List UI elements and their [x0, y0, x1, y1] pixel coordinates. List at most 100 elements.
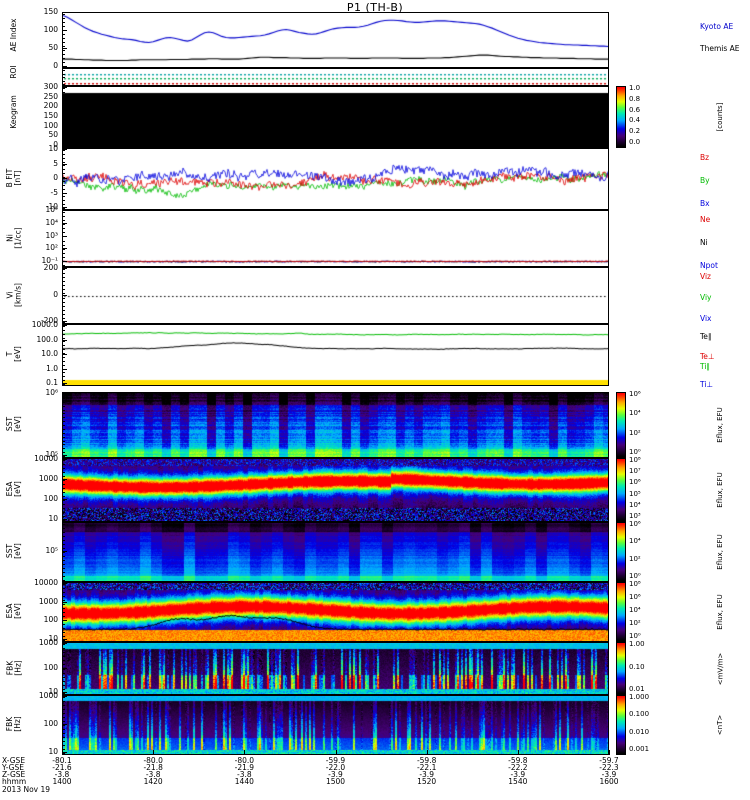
minor-tickmark	[62, 721, 65, 722]
minor-tickmark	[62, 753, 65, 754]
panel-keogram	[62, 86, 609, 148]
minor-tickmark	[62, 428, 65, 430]
minor-tickmark	[62, 50, 65, 51]
minor-tickmark	[62, 632, 65, 633]
ytick-fbk-e-0: 1000	[38, 638, 58, 647]
fbk-b-cbar-tick-0: 1.000	[629, 693, 650, 701]
minor-tickmark	[62, 624, 65, 625]
ytick-ni-3: 10²	[45, 243, 58, 253]
minor-tickmark	[62, 256, 65, 258]
tickmark	[62, 295, 67, 296]
ytick-fbk-b-2: 10	[48, 747, 58, 756]
esa-i-cbar-tick-3: 10²	[629, 619, 641, 627]
minor-tickmark	[62, 188, 65, 190]
legend-temperature-Ti: Ti∥	[700, 362, 711, 371]
ytick-bfit-0: 10	[48, 144, 58, 153]
minor-tickmark	[62, 285, 65, 287]
minor-tickmark	[62, 341, 65, 343]
axis-tick-1600-zgse: -3.9	[601, 770, 617, 779]
sst-e-cbar-tick-0: 10⁶	[629, 390, 641, 398]
axis-tick-1400-zgse: -3.8	[54, 770, 70, 779]
minor-tickmark	[62, 448, 65, 450]
ytick-ae-index-0: 150	[43, 7, 58, 16]
minor-tickmark	[62, 397, 65, 399]
minor-tickmark	[62, 725, 65, 726]
colorbar-gradient	[617, 459, 625, 521]
esa-e-cbar-tick-0: 10⁸	[629, 456, 641, 464]
minor-tickmark	[62, 405, 65, 407]
bottom-tickmark	[336, 750, 337, 755]
esa-e-cbar-tick-4: 10⁴	[629, 500, 641, 509]
minor-tickmark	[62, 84, 65, 85]
tickmark	[62, 106, 67, 107]
plot-canvas	[63, 268, 608, 323]
tickmark	[62, 178, 67, 179]
axis-tick-1540-time: 1540	[508, 777, 528, 786]
minor-tickmark	[62, 560, 65, 561]
minor-tickmark	[62, 138, 65, 140]
minor-tickmark	[62, 111, 65, 113]
minor-tickmark	[62, 368, 65, 370]
fbk-e-cbar-tick-1: 0.10	[629, 662, 645, 671]
minor-tickmark	[62, 464, 65, 465]
minor-tickmark	[62, 177, 65, 179]
minor-tickmark	[62, 360, 65, 362]
ytick-esa-i-3: 10	[48, 634, 58, 643]
minor-tickmark	[62, 58, 65, 59]
minor-tickmark	[62, 118, 65, 120]
legend-ni-Npot: Npot	[700, 261, 718, 270]
plot-canvas	[63, 393, 608, 457]
minor-tickmark	[62, 484, 65, 485]
ytick-temperature-3: 1.0	[46, 363, 58, 373]
esa-i-cbar-tick-4: 10⁰	[629, 632, 641, 640]
esa-i-cbar-tick-0: 10⁸	[629, 580, 641, 588]
tickmark	[62, 116, 67, 117]
tickmark	[62, 48, 67, 49]
panel-bfit	[62, 148, 609, 210]
axis-tick-1500-time: 1500	[325, 777, 346, 786]
minor-tickmark	[62, 208, 65, 209]
panel-roi	[62, 68, 609, 86]
minor-tickmark	[62, 46, 65, 47]
minor-tickmark	[62, 425, 65, 426]
tickmark	[62, 321, 67, 322]
ytick-esa-e-3: 10	[48, 514, 58, 523]
minor-tickmark	[62, 353, 65, 355]
tickmark	[62, 126, 67, 127]
minor-tickmark	[62, 297, 65, 299]
minor-tickmark	[62, 409, 65, 411]
plot-canvas	[63, 149, 608, 209]
esa-i-cbar-title: Eflux, EFU	[716, 594, 724, 630]
minor-tickmark	[62, 436, 65, 438]
minor-tickmark	[62, 672, 65, 674]
sst-e-cbar	[616, 392, 626, 458]
minor-tickmark	[62, 693, 65, 694]
ytick-fbk-e-2: 10	[48, 687, 58, 696]
plot-canvas	[63, 696, 608, 754]
minor-tickmark	[62, 180, 65, 182]
ytick-fbk-e-1: 100	[43, 662, 58, 672]
sst-e-cbar-tick-1: 10⁴	[629, 409, 641, 418]
tickmark	[62, 87, 67, 88]
sst-i-cbar-tick-1: 10⁴	[629, 537, 641, 546]
minor-tickmark	[62, 80, 65, 82]
bottom-tickmark	[609, 750, 610, 755]
minor-tickmark	[62, 528, 65, 529]
panel-vi	[62, 267, 609, 324]
colorbar-gradient	[617, 87, 625, 147]
tickmark	[62, 752, 67, 753]
minor-tickmark	[62, 676, 65, 678]
ytick-bfit-2: 0	[53, 173, 58, 182]
minor-tickmark	[62, 66, 65, 67]
ytick-sst-e-0: 10⁶	[45, 388, 58, 397]
ytick-bfit-3: -5	[50, 187, 58, 197]
minor-tickmark	[62, 401, 65, 403]
minor-tickmark	[62, 616, 65, 617]
axis-tick-1440-ygse: -21.9	[234, 763, 255, 772]
ytick-keogram-5: 50	[48, 130, 58, 140]
minor-tickmark	[62, 165, 65, 167]
colorbar-gradient	[617, 583, 625, 641]
minor-tickmark	[62, 749, 65, 750]
minor-tickmark	[62, 224, 65, 226]
axis-tick-1500-ygse: -22.0	[325, 763, 346, 772]
